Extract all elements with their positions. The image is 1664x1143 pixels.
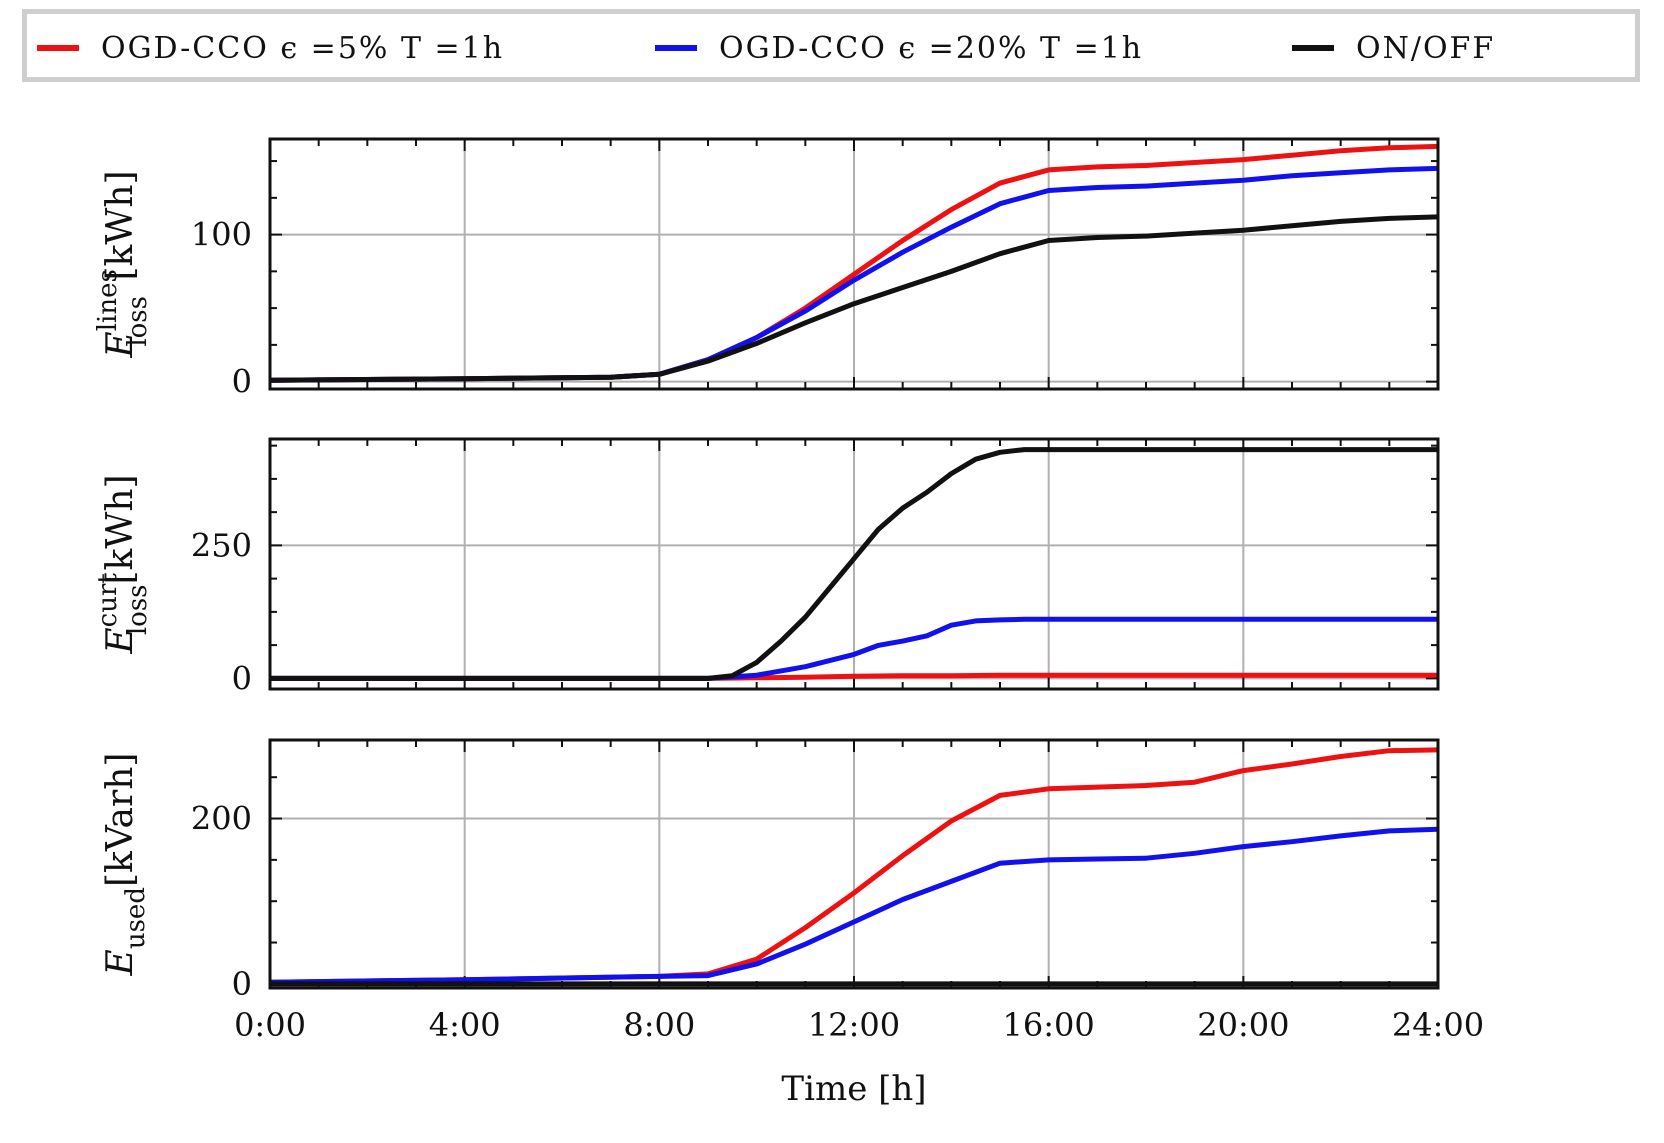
legend-entry-onoff: ON/OFF [1292,28,1495,68]
ytick-label-used-200: 200 [191,800,252,838]
xaxis-label: Time [h] [781,1069,926,1109]
xtick-label-8: 8:00 [623,1006,695,1044]
xtick-label-16: 16:00 [1003,1006,1095,1044]
legend-label-ogd-5: OGD-CCO ϵ =5% T =1h [101,30,505,66]
legend-label-onoff: ON/OFF [1356,30,1496,66]
panel-frame-lines-loss [268,137,1440,391]
legend-swatch-blue [655,45,697,51]
ytick-label-used-0: 0 [232,965,252,1003]
xtick-label-12: 12:00 [808,1006,900,1044]
series-line-curt-loss-1 [270,616,1438,681]
legend-entry-ogd-5: OGD-CCO ϵ =5% T =1h [37,28,504,68]
xtick-label-24: 24:00 [1392,1006,1484,1044]
ytick-label-lines-loss-0: 0 [232,363,252,401]
ytick-label-curt-loss-0: 0 [232,659,252,697]
xtick-label-20: 20:00 [1197,1006,1289,1044]
panel-frame-curt-loss [268,437,1440,691]
series-line-lines-loss-2 [269,214,1439,383]
ylabel-used: Eused[kVarh] [100,753,151,977]
legend-entry-ogd-20: OGD-CCO ϵ =20% T =1h [655,28,1143,68]
series-line-curt-loss-2 [270,447,1438,681]
legend-swatch-red [37,45,79,51]
legend-swatch-black [1292,45,1334,51]
ylabel-lines-loss: Elinesloss[kWh] [93,170,153,358]
xtick-label-4: 4:00 [429,1006,501,1044]
ytick-label-curt-loss-250: 250 [191,526,252,564]
xtick-label-0: 0:00 [234,1006,306,1044]
panel-frame-used [268,738,1440,990]
legend-label-ogd-20: OGD-CCO ϵ =20% T =1h [719,30,1144,66]
series-line-used-1 [269,826,1439,985]
ylabel-curt-loss: Ecurtloss[kWh] [93,474,153,654]
ytick-label-lines-loss-100: 100 [191,216,252,254]
legend: OGD-CCO ϵ =5% T =1h OGD-CCO ϵ =20% T =1h… [22,9,1640,82]
